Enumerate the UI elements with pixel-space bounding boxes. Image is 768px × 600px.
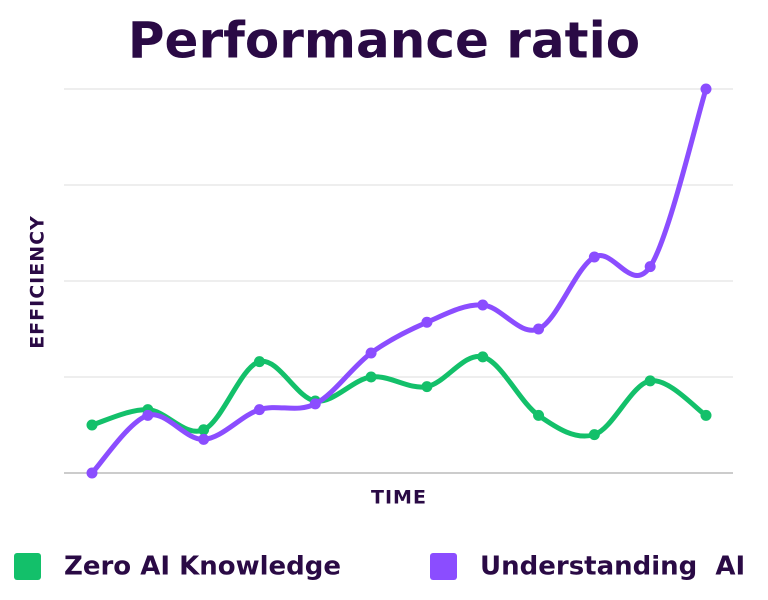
chart-title: Performance ratio xyxy=(128,12,640,70)
data-point xyxy=(533,323,545,335)
data-point xyxy=(365,371,377,383)
plot-area xyxy=(86,83,712,479)
data-point xyxy=(309,398,321,410)
data-point xyxy=(198,424,210,436)
data-point xyxy=(142,409,154,421)
data-point xyxy=(700,83,712,95)
data-point xyxy=(477,299,489,311)
data-point xyxy=(86,419,98,431)
data-point xyxy=(198,433,210,445)
data-point xyxy=(253,356,265,368)
data-point xyxy=(365,347,377,359)
data-point xyxy=(86,467,98,479)
data-point xyxy=(588,251,600,263)
y-axis-label: EFFICIENCY xyxy=(27,215,49,349)
data-point xyxy=(477,351,489,363)
series-line xyxy=(89,353,709,439)
legend-label: Understanding AI xyxy=(480,552,745,582)
data-point xyxy=(644,261,656,273)
data-point xyxy=(421,316,433,328)
data-point xyxy=(253,404,265,416)
data-point xyxy=(700,409,712,421)
data-point xyxy=(644,375,656,387)
legend-swatch xyxy=(430,553,457,580)
grid xyxy=(64,88,733,474)
legend: Zero AI Knowledge Understanding AI xyxy=(14,552,745,582)
data-point xyxy=(533,409,545,421)
x-axis-label: TIME xyxy=(371,487,427,509)
data-point xyxy=(588,429,600,441)
legend-label: Zero AI Knowledge xyxy=(64,552,341,582)
data-point xyxy=(421,381,433,393)
legend-swatch xyxy=(14,553,41,580)
